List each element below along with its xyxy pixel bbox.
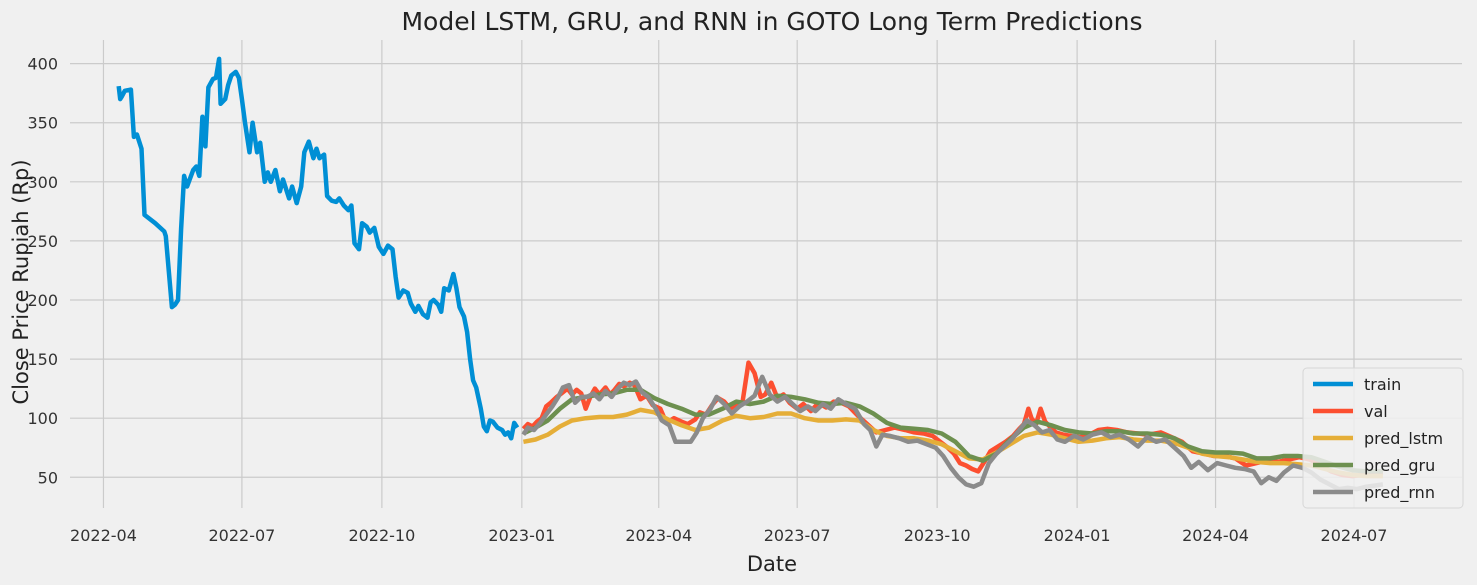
- legend-box: [1302, 367, 1464, 509]
- legend-label: val: [1364, 402, 1388, 421]
- x-tick-label: 2024-07: [1321, 526, 1388, 545]
- series-lines: [116, 56, 1384, 492]
- x-tick-label: 2024-01: [1044, 526, 1111, 545]
- y-tick-label: 350: [27, 114, 58, 133]
- x-tick-label: 2022-07: [208, 526, 275, 545]
- legend-label: pred_rnn: [1364, 483, 1435, 503]
- x-axis-ticks: 2022-04 2022-07 2022-10 2023-01 2023-04 2023-…: [70, 526, 1387, 545]
- series-line-train: [116, 56, 520, 441]
- x-tick-label: 2023-10: [904, 526, 971, 545]
- y-tick-label: 100: [27, 409, 58, 428]
- legend-label: pred_lstm: [1364, 429, 1443, 449]
- x-tick-label: 2023-07: [764, 526, 831, 545]
- x-axis-label: Date: [747, 552, 797, 576]
- legend-label: train: [1364, 375, 1401, 394]
- legend: train val pred_lstm pred_gru pred_rnn: [1302, 367, 1464, 509]
- x-tick-label: 2023-01: [488, 526, 555, 545]
- y-tick-label: 250: [27, 232, 58, 251]
- y-axis-label: Close Price Rupiah (Rp): [9, 159, 33, 404]
- x-tick-label: 2022-10: [348, 526, 415, 545]
- series-line-pred-rnn: [521, 374, 1384, 492]
- y-tick-label: 50: [38, 468, 58, 487]
- y-tick-label: 200: [27, 291, 58, 310]
- series-line-pred-gru: [522, 387, 1383, 474]
- x-tick-label: 2023-04: [625, 526, 692, 545]
- y-tick-label: 400: [27, 55, 58, 74]
- x-tick-label: 2022-04: [70, 526, 137, 545]
- y-axis-ticks: 50 100 150 200 250 300 350 400: [27, 55, 58, 488]
- y-tick-label: 300: [27, 173, 58, 192]
- chart-title: Model LSTM, GRU, and RNN in GOTO Long Te…: [401, 7, 1142, 36]
- y-tick-label: 150: [27, 350, 58, 369]
- legend-label: pred_gru: [1364, 456, 1435, 476]
- x-tick-label: 2024-04: [1182, 526, 1249, 545]
